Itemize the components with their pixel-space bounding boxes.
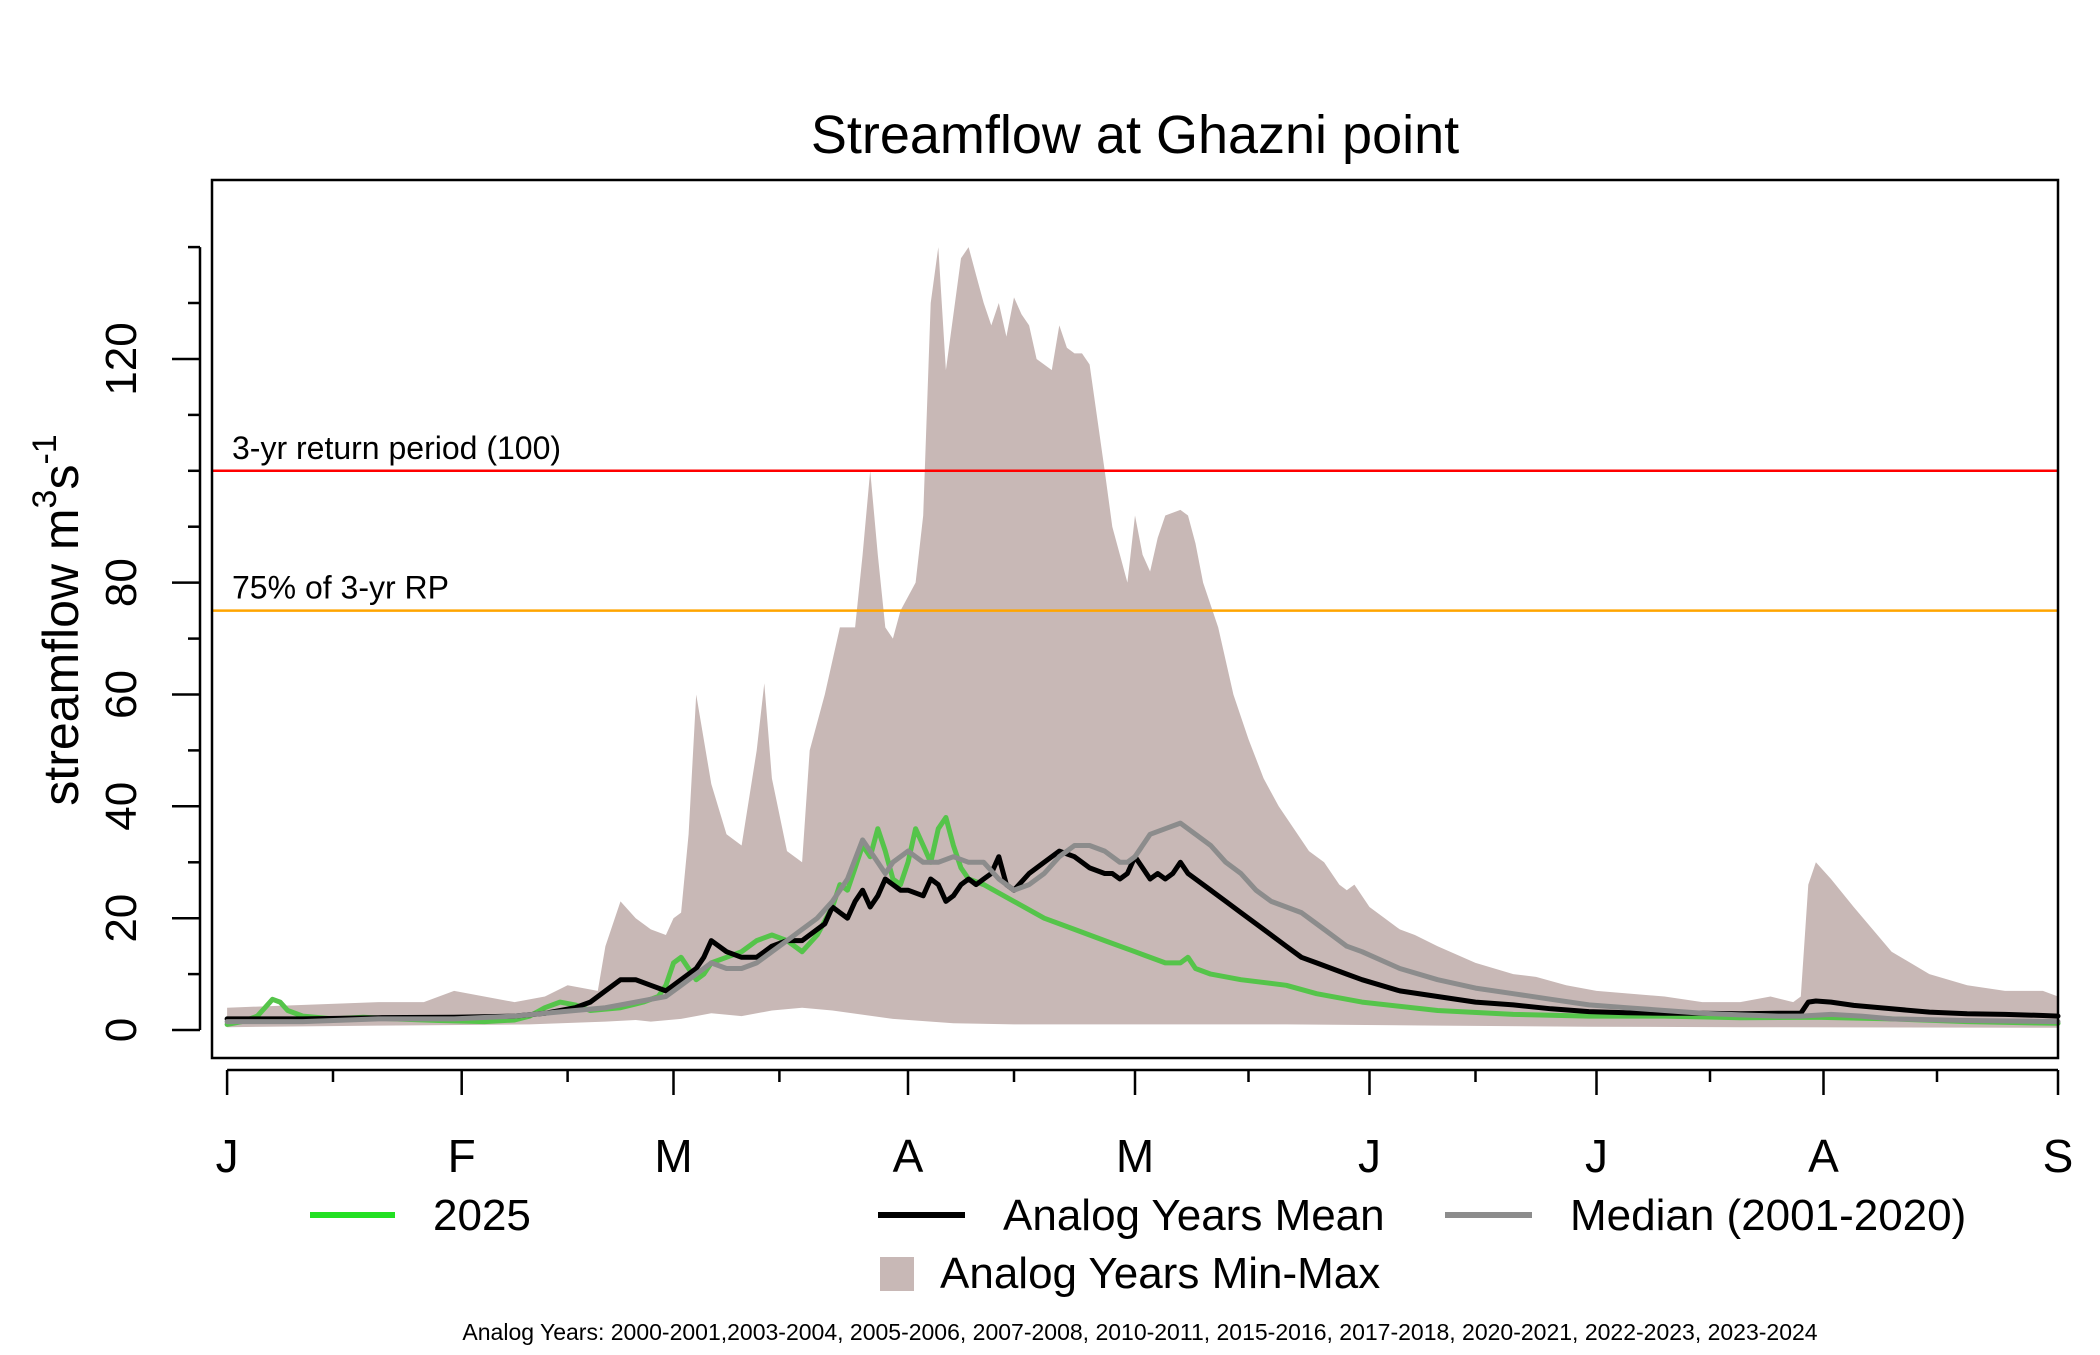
y-axis-label-sup2: -1 [26, 434, 64, 464]
chart-title: Streamflow at Ghazni point [811, 105, 1459, 165]
y-axis-label-base: streamflow m [33, 508, 89, 805]
y-tick-label-40: 40 [97, 782, 146, 831]
y-axis-label-mid: s [33, 465, 89, 490]
y-tick-label-80: 80 [97, 558, 146, 607]
ref-line-label-1: 75% of 3-yr RP [232, 570, 449, 606]
ref-line-label-0: 3-yr return period (100) [232, 430, 561, 466]
x-tick-label-7: A [1808, 1130, 1839, 1182]
y-tick-label-20: 20 [97, 894, 146, 943]
legend-swatch-min-max [880, 1257, 914, 1291]
y-axis-label-sup1: 3 [26, 490, 64, 509]
y-tick-label-60: 60 [97, 670, 146, 719]
legend-label-2025: 2025 [433, 1191, 531, 1240]
x-tick-label-1: F [448, 1130, 476, 1182]
x-tick-label-2: M [654, 1130, 692, 1182]
band-layer [227, 247, 2058, 1028]
legend-label-min-max: Analog Years Min-Max [940, 1249, 1380, 1298]
x-tick-label-8: S [2043, 1130, 2074, 1182]
legend: 2025 Analog Years Mean Median (2001-2020… [310, 1191, 1966, 1298]
chart-svg: Streamflow at Ghazni point streamflow m3… [0, 0, 2100, 1350]
x-tick-label-0: J [216, 1130, 239, 1182]
legend-label-median: Median (2001-2020) [1570, 1191, 1966, 1240]
analog-years-footnote: Analog Years: 2000-2001,2003-2004, 2005-… [462, 1319, 1817, 1345]
y-axis-label: streamflow m3s-1 [26, 434, 89, 805]
legend-label-analog-mean: Analog Years Mean [1003, 1191, 1385, 1240]
y-axis: 0 20 40 60 80 120 [97, 247, 200, 1042]
y-tick-label-0: 0 [97, 1018, 146, 1042]
x-tick-label-4: M [1116, 1130, 1154, 1182]
x-tick-label-6: J [1585, 1130, 1608, 1182]
y-tick-label-120: 120 [97, 322, 146, 395]
chart-figure: Streamflow at Ghazni point streamflow m3… [0, 0, 2100, 1350]
x-tick-label-5: J [1358, 1130, 1381, 1182]
band-min-max-area [227, 247, 2058, 1028]
x-tick-label-3: A [893, 1130, 924, 1182]
